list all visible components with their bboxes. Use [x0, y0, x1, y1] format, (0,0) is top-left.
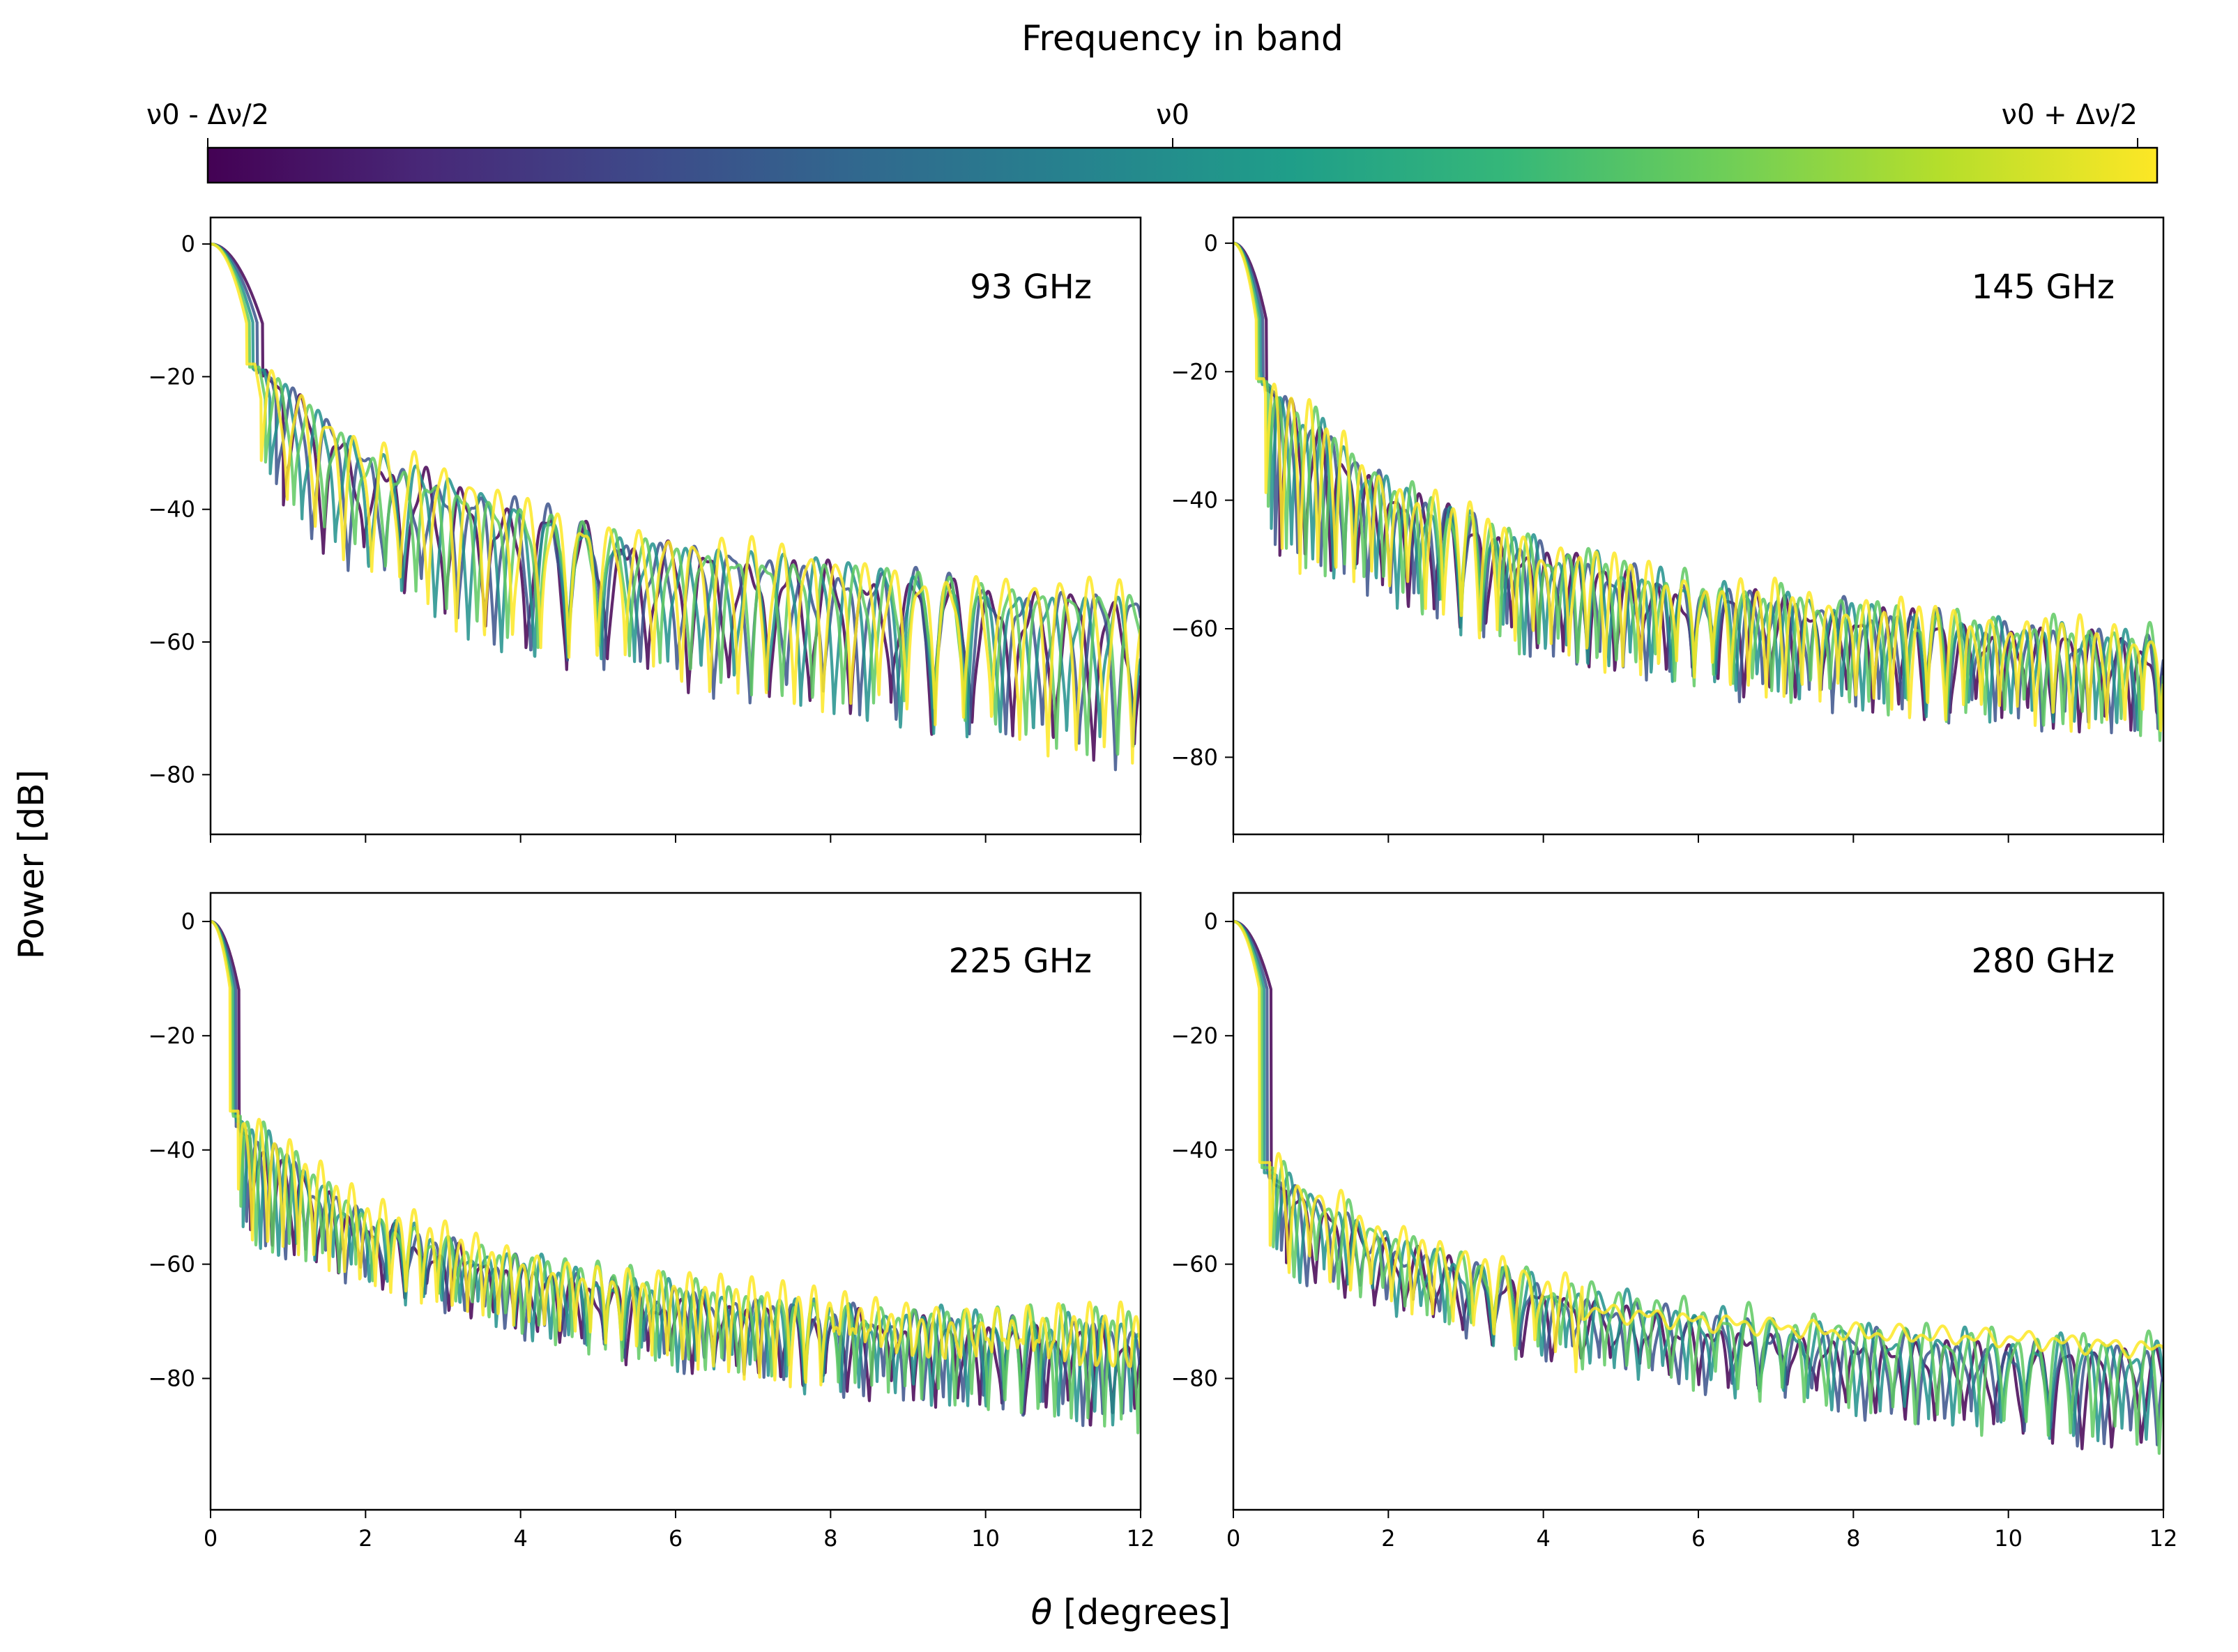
y-tick-label: −60	[1171, 615, 1218, 642]
y-tick-label: −40	[1171, 1137, 1218, 1163]
x-tick-label: 8	[1846, 1525, 1860, 1552]
colorbar-ticks: ν0 - Δν/2 ν0 ν0 + Δν/2	[146, 99, 2138, 148]
series-line-5	[1233, 241, 2163, 733]
series-group	[1233, 919, 2163, 1455]
x-tick-label: 10	[971, 1525, 1000, 1552]
panel-225ghz: 0 −20 −40 −60 −80 0 2 4 6 8 10 12 225 GHz	[148, 892, 1155, 1552]
x-tick-label: 4	[1536, 1525, 1550, 1552]
panel-title: 93 GHz	[970, 268, 1092, 307]
colorbar	[206, 146, 2159, 184]
x-tick-label: 12	[2149, 1525, 2178, 1552]
panel-93ghz: 0 −20 −40 −60 −80 93 GHz	[148, 216, 1142, 843]
y-tick-label: −20	[1171, 1023, 1218, 1049]
y-tick-label: −60	[148, 629, 195, 655]
colorbar-tick-label-low: ν0 - Δν/2	[146, 99, 269, 131]
y-tick-label: −20	[1171, 358, 1218, 385]
y-tick-label: 0	[1204, 908, 1218, 935]
y-tick-label: −20	[148, 363, 195, 390]
y-tick-label: −80	[1171, 744, 1218, 770]
panel-280ghz: 0 −20 −40 −60 −80 0 2 4 6 8 10 12 280 GHz	[1171, 892, 2178, 1552]
series-line-5	[1233, 919, 2163, 1374]
x-tick-label: 12	[1127, 1525, 1155, 1552]
panel-145ghz: 0 −20 −40 −60 −80 145 GHz	[1171, 216, 2165, 843]
y-axis-title: Power [dB]	[11, 770, 52, 959]
y-tick-label: 0	[181, 231, 195, 257]
colorbar-tick-label-high: ν0 + Δν/2	[2002, 99, 2138, 131]
colorbar-tick-label-mid: ν0	[1156, 99, 1189, 131]
y-tick-label: −80	[148, 1366, 195, 1392]
series-group	[1233, 241, 2163, 742]
x-tick-label: 2	[358, 1525, 372, 1552]
x-tick-label: 0	[1226, 1525, 1240, 1552]
x-tick-label: 6	[669, 1525, 683, 1552]
y-tick-label: 0	[1204, 230, 1218, 257]
colorbar-title: Frequency in band	[1021, 18, 1343, 59]
y-tick-label: −80	[148, 761, 195, 788]
series-group	[211, 243, 1141, 772]
series-line-5	[211, 919, 1141, 1389]
plot-frame	[209, 892, 1142, 1511]
x-tick-label: 2	[1381, 1525, 1395, 1552]
y-tick-label: −20	[148, 1023, 195, 1049]
panel-title: 145 GHz	[1972, 268, 2115, 307]
series-line-5	[211, 243, 1141, 765]
y-tick-label: −40	[1171, 487, 1218, 514]
series-group	[211, 919, 1141, 1435]
x-axis-title-units: [degrees]	[1052, 1592, 1231, 1632]
x-tick-label: 6	[1691, 1525, 1705, 1552]
y-tick-label: −40	[148, 1137, 195, 1163]
y-tick-label: 0	[181, 908, 195, 935]
y-tick-label: −60	[148, 1251, 195, 1278]
y-tick-label: −40	[148, 496, 195, 523]
x-axis-title: θ [degrees]	[1031, 1592, 1231, 1632]
panel-title: 280 GHz	[1972, 942, 2115, 981]
x-tick-label: 10	[1994, 1525, 2023, 1552]
x-tick-label: 4	[513, 1525, 527, 1552]
y-tick-label: −80	[1171, 1366, 1218, 1392]
x-tick-label: 8	[823, 1525, 837, 1552]
panel-title: 225 GHz	[949, 942, 1092, 981]
theta-symbol: θ	[1031, 1592, 1053, 1632]
y-tick-label: −60	[1171, 1251, 1218, 1278]
series-line-4	[211, 919, 1141, 1435]
x-tick-label: 0	[204, 1525, 218, 1552]
